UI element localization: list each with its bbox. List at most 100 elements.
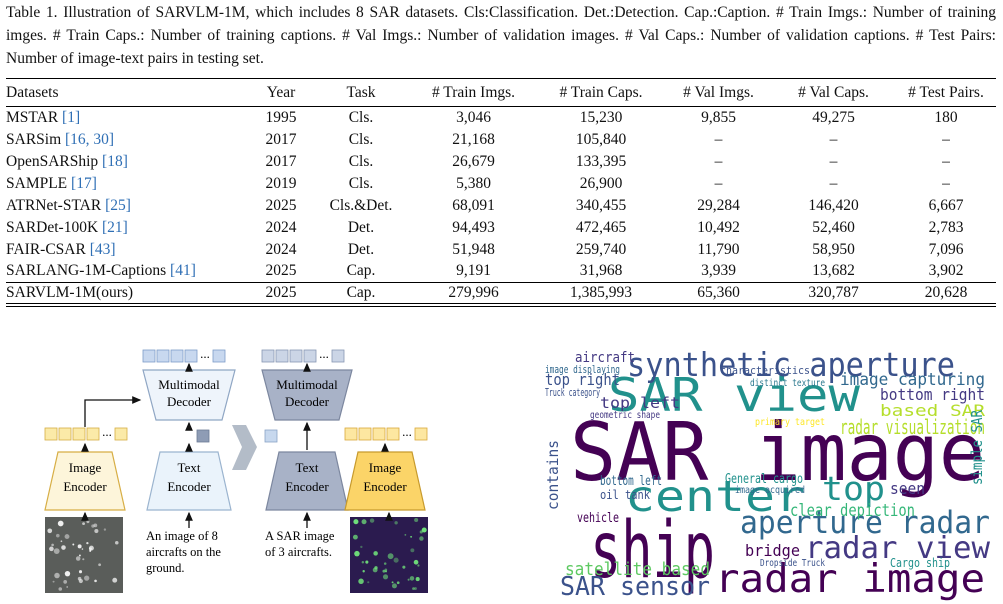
sar-speckle <box>404 533 407 536</box>
decoder <box>261 369 353 421</box>
sar-speckle <box>86 541 89 545</box>
decoder <box>142 369 236 421</box>
wordcloud-bg <box>537 343 997 597</box>
table-cell: 9,855 <box>701 108 736 126</box>
sar-speckle <box>60 540 63 543</box>
token <box>289 349 303 363</box>
sar-speckle <box>64 534 70 540</box>
sar-speckle <box>374 566 378 570</box>
table-cell: 52,460 <box>812 218 855 236</box>
cloud-word: simple SAR <box>968 409 986 485</box>
label-line: Multimodal <box>276 377 338 392</box>
table-cell: Det. <box>347 240 375 258</box>
table-cell: – <box>942 174 950 192</box>
cloud-word: top <box>822 469 885 508</box>
header-cell: # Train Caps. <box>559 83 643 101</box>
table-cell: 2024 <box>265 218 297 236</box>
sar-speckle <box>63 580 68 584</box>
token <box>58 427 72 441</box>
sar-speckle <box>103 528 107 531</box>
table-caption: Table 1. Illustration of SARVLM-1M, whic… <box>6 4 996 67</box>
cloud-word: based SAR <box>880 401 985 420</box>
cloud-word: radar visualization <box>840 415 985 439</box>
cloud-word: clear depiction <box>790 501 915 521</box>
cloud-word: vehicle <box>577 511 619 526</box>
sar-speckle <box>82 522 85 526</box>
token <box>303 349 317 363</box>
citation: [43] <box>89 240 116 258</box>
sar-speckle <box>417 564 420 567</box>
sar-speckle <box>383 562 387 565</box>
table-cell: 1,385,993 <box>570 283 632 301</box>
sar-speckle <box>78 570 83 574</box>
sar-speckle <box>98 563 102 567</box>
cloud-word: distinct texture <box>750 378 825 389</box>
header-cell: Year <box>266 83 296 101</box>
label-line: Encoder <box>167 479 211 494</box>
sar-speckle <box>77 544 82 549</box>
table-cell: 51,948 <box>452 240 495 258</box>
sar-speckle <box>49 546 54 552</box>
sar-speckle <box>373 551 378 556</box>
ellipsis: ... <box>402 424 412 439</box>
label-line: Decoder <box>167 394 212 409</box>
dataset-name: SARLANG-1M-Captions <box>6 262 171 280</box>
token <box>212 349 226 363</box>
sar-speckle <box>393 557 399 563</box>
sar-speckle <box>78 578 83 584</box>
image-encoder <box>44 451 126 511</box>
table-cell: 15,230 <box>579 108 623 126</box>
dataset-cell: ATRNet-STAR [25] <box>6 195 251 217</box>
cloud-word: primary target <box>755 417 825 428</box>
sar-speckle <box>75 556 81 561</box>
table-cell: 340,455 <box>575 196 627 214</box>
table-row: SARLANG-1M-Captions [41] 2025 Cap. 9,191 31,… <box>6 261 996 283</box>
table-cell: 7,096 <box>928 240 964 258</box>
sar-speckle <box>362 570 365 573</box>
cloud-word: aperture radar <box>740 505 990 541</box>
table-cell: 11,790 <box>697 240 740 258</box>
sar-speckle <box>88 545 94 551</box>
dataset-name: SARSim <box>6 130 66 148</box>
sar-speckle <box>84 575 90 581</box>
sar-speckle <box>47 528 53 534</box>
sar-image <box>45 517 123 593</box>
table-cell: – <box>942 130 950 148</box>
dataset-cell: FAIR-CSAR [43] <box>6 239 251 261</box>
sar-speckle <box>115 540 119 545</box>
cloud-word: General cargo <box>725 472 803 487</box>
token <box>264 429 278 443</box>
sar-speckle <box>402 565 406 569</box>
sar-speckle <box>361 519 367 525</box>
dataset-name: OpenSARShip <box>6 152 103 170</box>
table-cell: – <box>829 152 838 170</box>
token <box>44 427 58 441</box>
sar-speckle <box>58 587 63 591</box>
sar-speckle <box>81 548 84 550</box>
sar-speckle <box>353 519 359 525</box>
table-cell: 133,395 <box>575 152 627 170</box>
cloud-word: synthetic aperture <box>627 345 955 384</box>
cloud-word: image displaying <box>545 363 620 376</box>
table-cell: 13,682 <box>812 262 855 280</box>
label-line: Encoder <box>363 479 407 494</box>
label-line: An image of 8 <box>146 529 218 543</box>
table-cell: – <box>829 174 838 192</box>
table-cell: 26,679 <box>452 152 495 170</box>
dataset-name: ATRNet-STAR <box>6 196 106 214</box>
cloud-word: top left <box>600 394 680 412</box>
table-row: OpenSARShip [18] 2017 Cls. 26,679 133,395 – – – <box>6 151 996 173</box>
dataset-cell: SARDet-100K [21] <box>6 217 251 239</box>
cloud-word: aircraft <box>575 350 635 366</box>
token <box>261 349 275 363</box>
citation: [1] <box>62 108 81 126</box>
cloud-word: characteristics <box>720 364 810 377</box>
token <box>170 349 184 363</box>
table-cell: 3,939 <box>701 262 736 280</box>
table-cell: Cap. <box>346 262 376 280</box>
token <box>275 349 289 363</box>
citation: [25] <box>105 196 131 214</box>
label-line: Text <box>178 460 201 475</box>
